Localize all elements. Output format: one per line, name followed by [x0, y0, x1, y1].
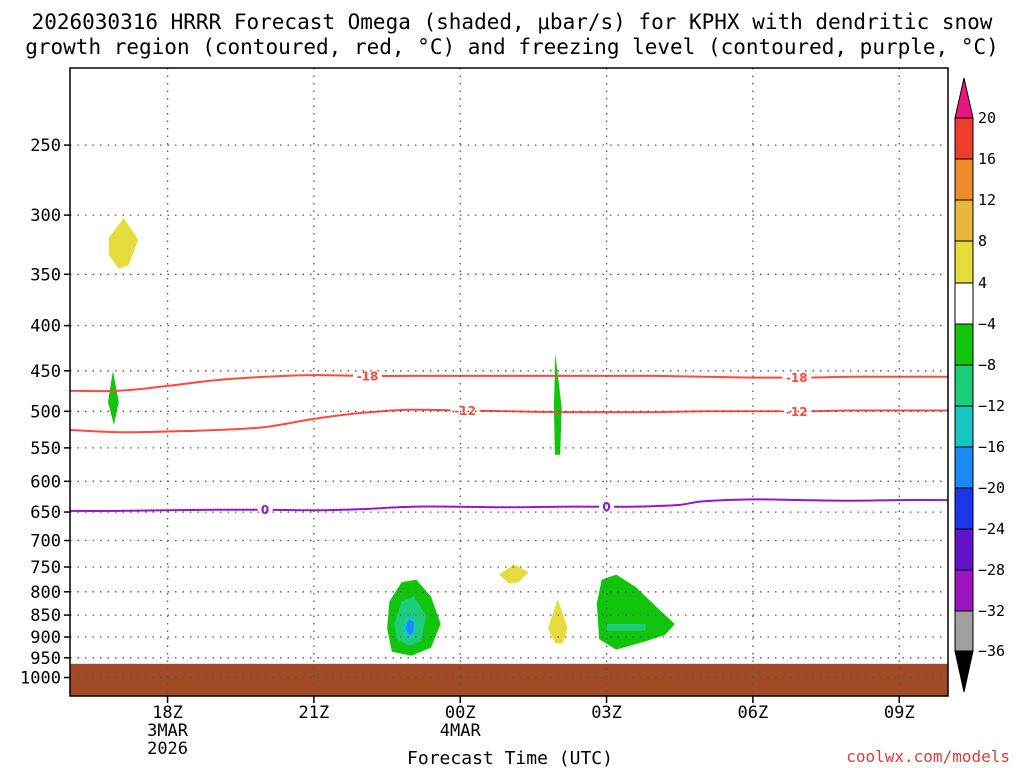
colorbar-swatch-20 [954, 117, 974, 160]
contour-label-0: 0 [602, 500, 610, 514]
colorbar-swatch--12 [954, 405, 974, 448]
colorbar-label--16: −16 [978, 438, 1005, 456]
x-tick-label-09Z: 09Z [884, 703, 915, 723]
omega-area-18 [596, 574, 675, 650]
y-tick-label-700: 700 [30, 532, 61, 552]
x-tick-label-18Z: 18Z [152, 703, 183, 723]
colorbar-swatch--32 [954, 610, 974, 652]
colorbar-label--28: −28 [978, 561, 1005, 579]
colorbar-label-12: 12 [978, 191, 996, 209]
x-tick-label-03Z: 03Z [591, 703, 622, 723]
y-tick-label-600: 600 [30, 472, 61, 492]
colorbar-swatch--16 [954, 446, 974, 489]
colorbar-label--24: −24 [978, 520, 1005, 538]
omega-area-9 [323, 564, 363, 656]
contour-label-bg--18 [353, 368, 383, 383]
colorbar-swatch-8 [954, 240, 974, 284]
colorbar-swatch-4 [954, 282, 974, 325]
omega-area-7 [553, 353, 562, 455]
omega-area-19 [606, 624, 646, 631]
colorbar-label--32: −32 [978, 602, 1005, 620]
contour-label-0: 0 [261, 503, 269, 517]
chart-title-line-1: 2026030316 HRRR Forecast Omega (shaded, … [32, 10, 993, 34]
colorbar-swatch--24 [954, 528, 974, 571]
y-tick-label-950: 950 [30, 649, 61, 669]
x-tick-label-2026: 2026 [147, 739, 188, 759]
y-tick-label-850: 850 [30, 606, 61, 626]
x-tick-label-21Z: 21Z [299, 703, 330, 723]
colorbar-swatch--8 [954, 364, 974, 407]
contour-label-bg-0 [257, 502, 273, 517]
colorbar-top-arrow [954, 77, 974, 119]
contour-label--18: -18 [357, 369, 379, 383]
y-tick-label-1000: 1000 [20, 669, 61, 689]
colorbar-swatch--20 [954, 487, 974, 530]
credit-link[interactable]: coolwx.com/models [846, 747, 1010, 766]
colorbar-label--12: −12 [978, 397, 1005, 415]
y-tick-label-400: 400 [30, 317, 61, 337]
colorbar-swatch-16 [954, 158, 974, 201]
colorbar-label-16: 16 [978, 150, 996, 168]
x-tick-label-00Z: 00Z [445, 703, 476, 723]
contour-label-bg--12 [450, 403, 480, 418]
contour-label-bg--18 [782, 370, 812, 385]
y-tick-label-800: 800 [30, 583, 61, 603]
omega-area-17 [548, 598, 568, 644]
colorbar-swatch-12 [954, 199, 974, 242]
colorbar-label--8: −8 [978, 356, 996, 374]
omega-colorbar: 20 16 12 8 4 −4 −8 −12 −16 −20 −24 −28 −32 −36 [954, 77, 1005, 693]
contour-label--12: -12 [786, 405, 808, 419]
y-tick-label-900: 900 [30, 628, 61, 648]
omega-area-6 [313, 348, 524, 457]
y-tick-label-550: 550 [30, 439, 61, 459]
plot-area: -18 -18 -12 -12 0 0 [70, 192, 948, 696]
colorbar-label-8: 8 [978, 232, 987, 250]
colorbar-label--4: −4 [978, 315, 996, 333]
colorbar-swatch--4 [954, 323, 974, 366]
omega-area-4 [170, 620, 231, 642]
plot-frame [69, 67, 949, 697]
x-axis-title: Forecast Time (UTC) [407, 748, 613, 768]
surface-ground [70, 663, 948, 696]
x-tick-label-4MAR: 4MAR [440, 721, 482, 741]
y-tick-label-300: 300 [30, 206, 61, 226]
y-tick-label-350: 350 [30, 265, 61, 285]
y-tick-label-650: 650 [30, 503, 61, 523]
y-tick-label-250: 250 [30, 136, 61, 156]
colorbar-label--36: −36 [978, 642, 1005, 660]
omega-area-14 [405, 619, 414, 635]
omega-area-20 [684, 569, 773, 654]
y-tick-label-450: 450 [30, 362, 61, 382]
contour-label-bg--12 [782, 404, 812, 419]
omega-area-2 [157, 468, 168, 507]
y-tick-label-750: 750 [30, 558, 61, 578]
contour-label--18: -18 [786, 371, 808, 385]
pressure-axis: 2503003504004505005506006507007508008509… [20, 136, 70, 689]
omega-area-3 [109, 639, 144, 654]
contour-line-0 [70, 498, 948, 512]
contour-label-bg-0 [599, 499, 615, 514]
contour-label--12: -12 [454, 404, 476, 418]
x-tick-label-3MAR: 3MAR [147, 721, 189, 741]
chart-title-line-2: growth region (contoured, red, °C) and f… [25, 35, 999, 59]
colorbar-label-20: 20 [978, 109, 996, 127]
omega-area-5 [108, 370, 119, 425]
omega-area-8 [596, 251, 631, 381]
omega-area-16 [499, 564, 529, 584]
colorbar-bottom-arrow [954, 650, 974, 693]
x-tick-label-06Z: 06Z [738, 703, 769, 723]
colorbar-label--20: −20 [978, 479, 1005, 497]
colorbar-swatch--28 [954, 569, 974, 612]
colorbar-label-4: 4 [978, 274, 987, 292]
y-tick-label-500: 500 [30, 402, 61, 422]
omega-area-1 [109, 217, 139, 269]
